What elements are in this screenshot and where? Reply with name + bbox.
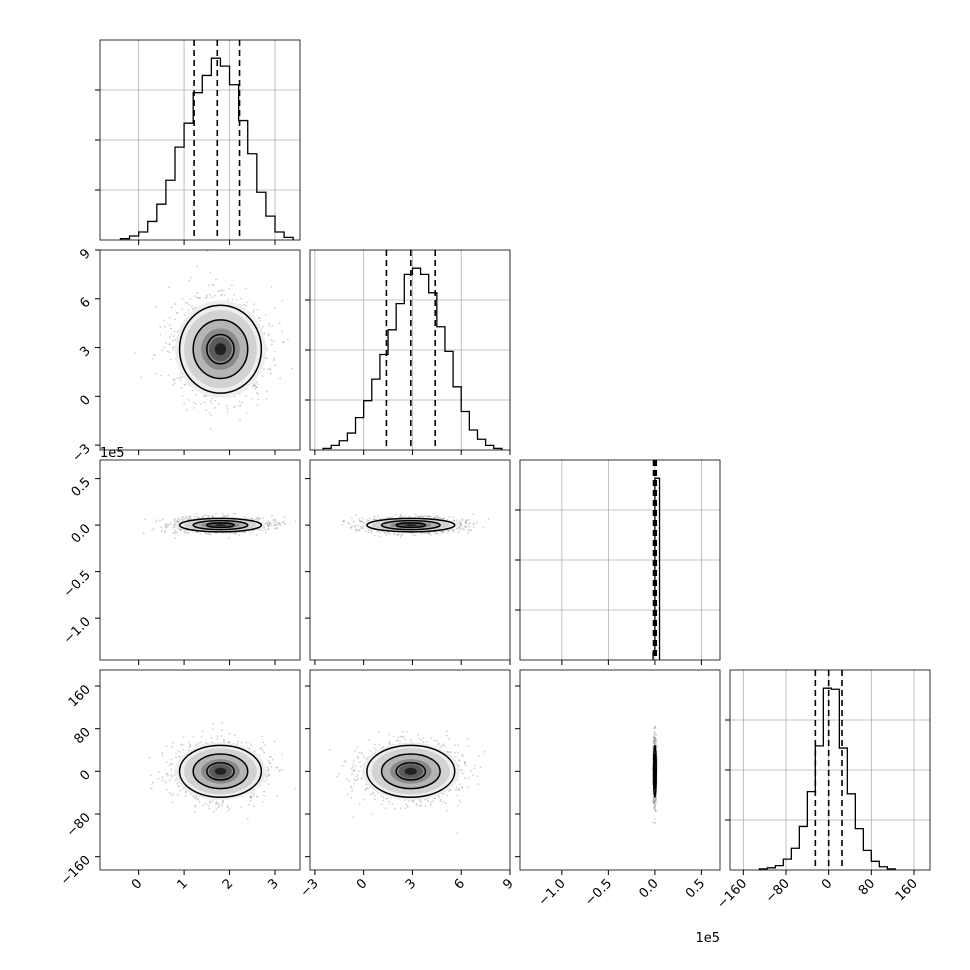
contour-0 xyxy=(206,522,235,529)
y-tick-label: 6 xyxy=(77,295,93,311)
hist-panel-0 xyxy=(95,39,301,241)
contour-0 xyxy=(206,333,235,365)
x-tick-label: 0.5 xyxy=(683,876,708,901)
density-fill xyxy=(404,524,417,527)
x-tick-label: 0 xyxy=(354,876,370,892)
density-fill xyxy=(404,767,417,775)
panel-frame xyxy=(99,669,301,871)
panel-frame xyxy=(309,249,511,451)
y-tick-label: −0.5 xyxy=(61,568,94,601)
panel-frame xyxy=(519,669,721,871)
y-tick-label: −160 xyxy=(58,853,94,889)
y-tick-label: 0.0 xyxy=(69,521,94,546)
x-tick-label: 6 xyxy=(452,876,468,892)
panel-frame xyxy=(99,249,301,451)
x-tick-label: 1 xyxy=(174,876,190,892)
x-tick-label: 0.0 xyxy=(636,876,661,901)
panel-frame xyxy=(519,459,721,661)
contour-1 xyxy=(380,753,441,790)
x-tick-label: 0 xyxy=(129,876,145,892)
density-fill xyxy=(214,524,227,527)
hist-panel-3 xyxy=(725,669,931,871)
contour-2 xyxy=(652,744,657,799)
x-tick-label: −1.0 xyxy=(536,876,569,909)
contour-0 xyxy=(206,761,235,781)
y-tick-label: 3 xyxy=(77,344,93,360)
x-tick-label: 0 xyxy=(819,876,835,892)
contour-2 xyxy=(178,517,263,533)
x-tick-label: 2 xyxy=(220,876,236,892)
contour-2 xyxy=(366,517,456,533)
y-tick-label: 80 xyxy=(72,725,94,747)
x-tick-label: 3 xyxy=(403,876,419,892)
hist-panel-1 xyxy=(305,249,511,451)
x-offset-label: 1e5 xyxy=(695,931,720,946)
joint-panel-2-0 xyxy=(99,459,301,661)
contour-1 xyxy=(192,519,249,531)
y-tick-label: −80 xyxy=(64,810,94,840)
contour-2 xyxy=(178,304,263,394)
panel-frame xyxy=(309,669,511,871)
joint-panel-3-2 xyxy=(519,669,721,871)
x-tick-label: 80 xyxy=(856,876,878,898)
joint-panel-2-1 xyxy=(309,459,511,661)
y-tick-label: 0.5 xyxy=(69,475,94,500)
panel-frame xyxy=(99,39,301,241)
joint-panel-3-0 xyxy=(99,669,301,871)
hist-panel-2 xyxy=(515,459,721,661)
contour-1 xyxy=(192,319,249,380)
y-tick-label: 160 xyxy=(66,682,94,710)
x-tick-label: −3 xyxy=(298,876,322,900)
y-tick-label: −1.0 xyxy=(61,614,94,647)
histogram-1 xyxy=(322,267,503,450)
contour-2 xyxy=(178,744,263,799)
y-tick-label: 9 xyxy=(77,246,93,262)
contour-2 xyxy=(366,744,456,799)
contour-1 xyxy=(192,753,249,790)
y-tick-label: 0 xyxy=(77,768,93,784)
contour-0 xyxy=(395,761,427,781)
density-fill xyxy=(214,343,227,356)
x-tick-label: −160 xyxy=(714,876,750,912)
y-tick-label: −3 xyxy=(70,441,94,465)
x-tick-label: −80 xyxy=(763,876,793,906)
panel-frame xyxy=(309,459,511,661)
histogram-0 xyxy=(119,57,294,240)
x-tick-label: −0.5 xyxy=(582,876,615,909)
x-tick-label: 160 xyxy=(893,876,921,904)
joint-panel-3-1 xyxy=(309,669,511,871)
x-tick-label: 9 xyxy=(500,876,516,892)
joint-panel-1-0 xyxy=(99,249,301,451)
histogram-3 xyxy=(758,687,896,870)
contour-1 xyxy=(380,519,441,531)
panel-frame xyxy=(99,459,301,661)
y-offset-label: 1e5 xyxy=(100,446,125,461)
y-tick-label: 0 xyxy=(77,393,93,409)
panel-frame xyxy=(729,669,931,871)
contour-0 xyxy=(395,522,427,529)
density-fill xyxy=(214,767,227,775)
x-tick-label: 3 xyxy=(265,876,281,892)
